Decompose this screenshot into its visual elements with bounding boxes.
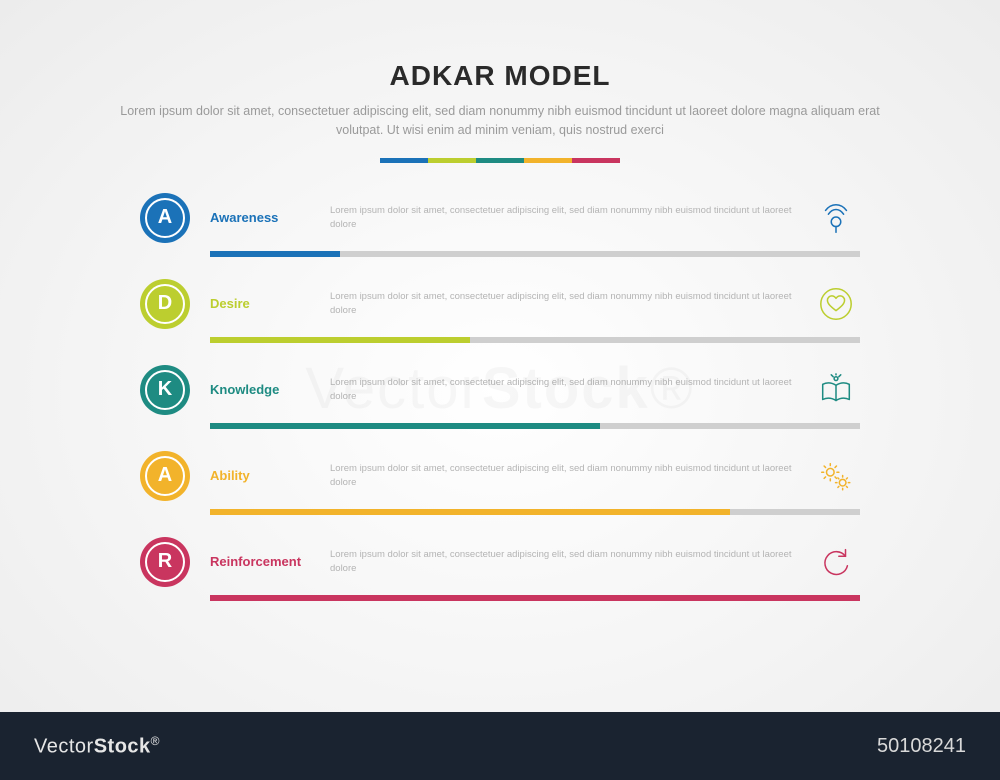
gears-icon	[812, 457, 860, 495]
footer-brand: VectorStock®	[34, 734, 160, 759]
item-desc: Lorem ipsum dolor sit amet, consectetuer…	[330, 204, 812, 231]
progress-track	[210, 251, 860, 257]
progress-track	[210, 595, 860, 601]
letter-badge: A	[140, 193, 190, 243]
page-subtitle: Lorem ipsum dolor sit amet, consectetuer…	[110, 102, 890, 140]
letter-badge: R	[140, 537, 190, 587]
footer-brand-bold: Stock	[94, 735, 151, 757]
progress-fill	[210, 423, 600, 429]
footer-bar: VectorStock® 50108241	[0, 712, 1000, 780]
item-row-0: A AwarenessLorem ipsum dolor sit amet, co…	[140, 193, 860, 257]
item-row-1: D DesireLorem ipsum dolor sit amet, conse…	[140, 279, 860, 343]
item-desc: Lorem ipsum dolor sit amet, consectetuer…	[330, 462, 812, 489]
item-label: Reinforcement	[210, 554, 330, 569]
item-desc: Lorem ipsum dolor sit amet, consectetuer…	[330, 548, 812, 575]
letter: A	[158, 206, 172, 229]
letter-badge: D	[140, 279, 190, 329]
letter-badge: K	[140, 365, 190, 415]
progress-track	[210, 337, 860, 343]
progress-fill	[210, 337, 470, 343]
item-label: Desire	[210, 296, 330, 311]
page-title: ADKAR MODEL	[80, 60, 920, 92]
letter: D	[158, 292, 172, 315]
item-label: Awareness	[210, 210, 330, 225]
progress-fill	[210, 509, 730, 515]
infographic-page: ADKAR MODEL Lorem ipsum dolor sit amet, …	[0, 0, 1000, 601]
item-desc: Lorem ipsum dolor sit amet, consectetuer…	[330, 290, 812, 317]
progress-fill	[210, 251, 340, 257]
letter: R	[158, 550, 172, 573]
strip-seg-1	[428, 158, 476, 163]
book-icon	[812, 371, 860, 409]
item-row-2: K KnowledgeLorem ipsum dolor sit amet, co…	[140, 365, 860, 429]
letter-badge: A	[140, 451, 190, 501]
strip-seg-0	[380, 158, 428, 163]
letter: K	[158, 378, 172, 401]
color-strip	[380, 158, 620, 163]
item-row-4: R ReinforcementLorem ipsum dolor sit amet…	[140, 537, 860, 601]
cycle-icon	[812, 543, 860, 581]
strip-seg-4	[572, 158, 620, 163]
footer-brand-thin: Vector	[34, 735, 94, 757]
strip-seg-2	[476, 158, 524, 163]
broadcast-icon	[812, 199, 860, 237]
strip-seg-3	[524, 158, 572, 163]
footer-id: 50108241	[877, 735, 966, 758]
item-label: Ability	[210, 468, 330, 483]
progress-track	[210, 509, 860, 515]
item-label: Knowledge	[210, 382, 330, 397]
heart-icon	[812, 285, 860, 323]
letter: A	[158, 464, 172, 487]
items-container: AAwarenessLorem ipsum dolor sit amet, co…	[140, 193, 860, 601]
item-desc: Lorem ipsum dolor sit amet, consectetuer…	[330, 376, 812, 403]
progress-track	[210, 423, 860, 429]
progress-fill	[210, 595, 860, 601]
item-row-3: A AbilityLorem ipsum dolor sit amet, cons…	[140, 451, 860, 515]
